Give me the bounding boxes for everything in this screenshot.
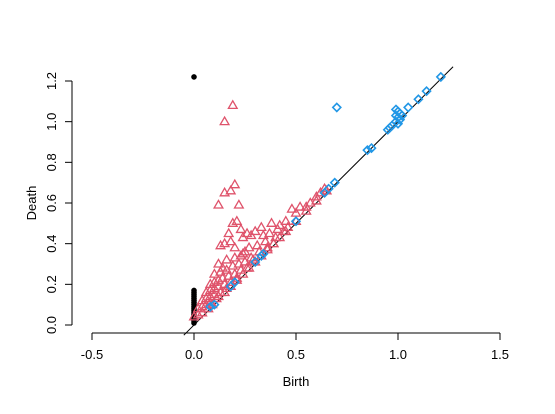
point-dim1 — [239, 256, 251, 266]
point-dim1 — [200, 286, 212, 297]
x-ticks: -0.5 0.0 0.5 1.0 1.5 — [81, 333, 509, 362]
point-dim1 — [192, 302, 204, 313]
point-dim2 — [329, 177, 340, 188]
point-dim1 — [204, 290, 216, 301]
point-dim1 — [263, 227, 275, 238]
point-dim1 — [243, 241, 255, 252]
point-dim2 — [362, 145, 373, 156]
point-dim1 — [219, 186, 231, 197]
point-dim1 — [204, 284, 216, 295]
point-dim1 — [215, 239, 227, 250]
point-dim2 — [435, 71, 446, 83]
point-dim2 — [319, 187, 330, 198]
point-dim1 — [223, 227, 235, 238]
point-dim2 — [225, 281, 236, 292]
point-dim1 — [217, 262, 229, 272]
y-axis-label: Death — [24, 186, 39, 221]
point-dim1 — [227, 217, 239, 227]
point-dim1 — [280, 215, 292, 225]
point-dim1 — [192, 308, 204, 319]
point-dim1 — [280, 225, 292, 236]
point-dim2 — [258, 248, 269, 259]
point-dim1 — [268, 237, 280, 248]
point-dim1 — [221, 254, 233, 264]
point-dim2 — [396, 110, 408, 121]
point-dim2 — [413, 94, 424, 105]
x-tick-label: 1.0 — [389, 347, 407, 362]
y-tick-label: 0.2 — [44, 275, 59, 293]
point-dim1 — [196, 300, 208, 311]
y-tick-label: 0.4 — [44, 235, 59, 253]
point-dim1 — [259, 235, 271, 246]
point-dim1 — [231, 215, 243, 225]
y-ticks: 0.0 0.2 0.4 0.6 0.8 1.0 1.2 — [44, 72, 72, 334]
point-dim1 — [266, 217, 278, 227]
point-dim1 — [243, 262, 255, 272]
point-dim2 — [421, 86, 432, 97]
x-tick-label: 0.5 — [287, 347, 305, 362]
point-dim1 — [235, 223, 247, 234]
point-dim1 — [225, 235, 237, 246]
y-tick-label: 0.8 — [44, 153, 59, 171]
point-dim1 — [319, 182, 331, 193]
point-dim1 — [261, 243, 273, 254]
point-dim1 — [208, 282, 220, 293]
point-dim2 — [256, 250, 267, 261]
point-dim1 — [233, 199, 245, 209]
point-dim1 — [245, 251, 257, 262]
point-dim1 — [274, 231, 286, 242]
y-tick-label: 1.0 — [44, 113, 59, 131]
point-dim1 — [310, 195, 322, 205]
y-tick-label: 1.2 — [44, 72, 59, 90]
point-dim1 — [196, 294, 208, 305]
point-dim2 — [331, 102, 342, 113]
point-dim1 — [204, 278, 216, 288]
point-dim1 — [212, 199, 224, 209]
point-dim2 — [205, 301, 216, 312]
point-dim1 — [188, 310, 200, 321]
y-tick-label: 0.0 — [44, 316, 59, 334]
point-dim1 — [200, 292, 212, 303]
point-dim1 — [219, 115, 231, 126]
point-dim1 — [294, 201, 306, 211]
point-dim1 — [227, 99, 239, 110]
point-dim1 — [286, 203, 298, 213]
point-dim0 — [191, 74, 197, 80]
point-dim1 — [229, 178, 241, 189]
point-dim1 — [229, 241, 241, 252]
axes — [71, 81, 500, 334]
point-dim1 — [212, 258, 224, 268]
point-dim1 — [237, 247, 249, 258]
point-dim1 — [219, 286, 231, 297]
point-dim2 — [382, 124, 393, 135]
point-dim1 — [241, 227, 253, 238]
point-dim1 — [208, 276, 220, 286]
x-tick-label: 1.5 — [491, 347, 509, 362]
y-tick-label: 0.6 — [44, 194, 59, 212]
point-dim2 — [392, 118, 404, 129]
point-dim1 — [300, 205, 312, 215]
point-dim1 — [255, 221, 267, 232]
point-dim0 — [191, 320, 197, 326]
point-dim1 — [219, 237, 231, 248]
point-dim1 — [212, 274, 224, 284]
point-dim1 — [237, 268, 249, 278]
x-axis-label: Birth — [283, 374, 310, 389]
point-dim1 — [272, 223, 284, 234]
point-dim2 — [403, 102, 414, 113]
x-tick-label: -0.5 — [81, 347, 103, 362]
x-tick-label: 0.0 — [185, 347, 203, 362]
point-dim2 — [250, 256, 261, 268]
point-dim1 — [251, 239, 263, 250]
data-points — [188, 71, 446, 326]
point-dim1 — [210, 292, 222, 303]
point-dim1 — [239, 245, 251, 256]
point-dim1 — [225, 184, 237, 195]
point-dim2 — [290, 216, 302, 227]
